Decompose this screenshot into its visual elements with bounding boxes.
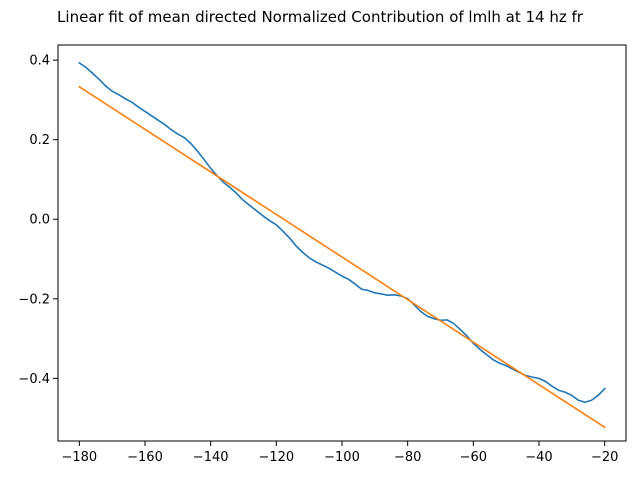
y-tick-label: 0.0 <box>29 213 50 228</box>
linear-fit-line <box>78 85 606 429</box>
axes-layer: −180 −160 −140 −120 −100 −80 −60 −40 −20 −0.4 −0.2… <box>18 44 627 465</box>
x-tick-label: −60 <box>460 450 487 465</box>
y-tick-label: −0.4 <box>18 372 50 387</box>
axes-frame <box>57 44 627 442</box>
y-tick-label: 0.2 <box>29 133 50 148</box>
x-tick-label: −40 <box>525 450 552 465</box>
series-layer <box>78 61 606 429</box>
x-tick-label: −120 <box>258 450 294 465</box>
x-tick-label: −180 <box>61 450 97 465</box>
x-tick-label: −20 <box>591 450 618 465</box>
x-tick-label: −100 <box>324 450 360 465</box>
x-tick-label: −160 <box>127 450 163 465</box>
y-tick-label: −0.2 <box>18 292 50 307</box>
chart-title: Linear fit of mean directed Normalized C… <box>57 8 584 26</box>
x-tick-label: −80 <box>394 450 421 465</box>
y-tick-label: 0.4 <box>29 54 50 69</box>
x-tick-label: −140 <box>193 450 229 465</box>
mean-contribution-line <box>78 61 606 404</box>
